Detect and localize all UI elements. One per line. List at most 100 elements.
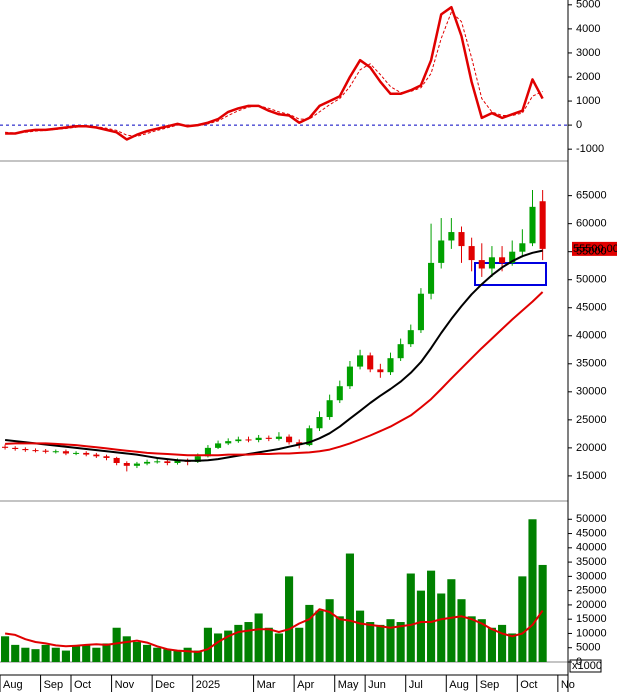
candle-body: [519, 243, 526, 252]
y-tick-label: 50000: [576, 274, 607, 286]
candle-body: [2, 446, 9, 448]
volume-bar: [295, 627, 304, 662]
y-tick-label: 0: [576, 656, 582, 668]
candle-body: [357, 355, 364, 367]
y-tick-label: 35000: [576, 358, 607, 370]
y-tick-label: 20000: [576, 442, 607, 454]
candle-body: [529, 206, 536, 244]
candle-body: [275, 436, 282, 439]
indicator-line: [5, 291, 544, 457]
volume-bar: [356, 610, 365, 662]
candle-body: [428, 262, 435, 294]
y-tick-label: 40000: [576, 542, 607, 554]
candle-body: [103, 456, 110, 458]
x-tick-label: Mar: [257, 679, 276, 691]
volume-bar: [264, 627, 273, 662]
candle-body: [52, 451, 59, 453]
volume-bar: [437, 593, 446, 662]
candle-body: [22, 448, 29, 451]
price-marker-box: [572, 241, 617, 256]
volume-bar: [234, 624, 243, 662]
indicator-line: [5, 11, 543, 137]
candle-body: [154, 461, 161, 463]
x-tick-label: Aug: [3, 679, 23, 691]
y-tick-label: 45000: [576, 527, 607, 539]
candle-body: [468, 246, 475, 261]
volume-bar: [406, 573, 415, 662]
candle-body: [306, 428, 313, 446]
volume-bar: [61, 650, 70, 662]
candle-body: [164, 461, 171, 464]
candle-body: [174, 460, 181, 464]
volume-bar: [508, 633, 517, 662]
y-tick-label: 65000: [576, 190, 607, 202]
volume-bar: [143, 644, 152, 662]
y-tick-label: 25000: [576, 585, 607, 597]
x-tick-label: 2025: [196, 679, 220, 691]
candle-body: [336, 386, 343, 401]
x-tick-label: Nov: [115, 679, 135, 691]
candle-body: [499, 257, 506, 263]
volume-bar: [21, 647, 30, 662]
indicator-line: [5, 5, 544, 141]
candle-body: [83, 452, 90, 455]
price-marker-label: 55500.00: [573, 243, 617, 255]
candle-body: [478, 260, 485, 269]
volume-bar: [528, 519, 537, 662]
candle-body: [346, 366, 353, 387]
candle-body: [377, 369, 384, 373]
candle-body: [12, 447, 19, 449]
candle-body: [225, 441, 232, 444]
volume-bar: [153, 647, 162, 662]
candle-body: [123, 463, 130, 466]
candle-body: [235, 439, 242, 442]
volume-bar: [396, 622, 405, 662]
volume-bar: [72, 646, 81, 662]
y-tick-label: 20000: [576, 599, 607, 611]
volume-bar: [285, 576, 294, 662]
unit-label: x1000: [572, 660, 602, 672]
volume-bar: [193, 650, 202, 662]
candle-body: [509, 251, 516, 263]
volume-bar: [203, 627, 212, 662]
indicator-line: [4, 608, 544, 653]
volume-bar: [254, 613, 263, 662]
x-tick-label: Sep: [44, 679, 64, 691]
y-tick-label: 10000: [576, 627, 607, 639]
volume-bar: [11, 644, 20, 662]
y-tick-label: 15000: [576, 613, 607, 625]
volume-bar: [1, 636, 10, 662]
volume-bar: [244, 622, 253, 662]
volume-bar: [447, 579, 456, 662]
volume-bar: [82, 644, 91, 662]
y-tick-label: -1000: [576, 143, 604, 155]
indicator-line: [4, 249, 543, 462]
volume-bar: [122, 636, 131, 662]
candle-body: [397, 344, 404, 359]
volume-bar: [305, 604, 314, 662]
volume-bar: [427, 570, 436, 662]
volume-bar: [183, 647, 192, 662]
y-tick-label: 15000: [576, 470, 607, 482]
y-tick-label: 3000: [576, 47, 600, 59]
candle-body: [326, 400, 333, 418]
volume-bar: [102, 643, 111, 662]
volume-bar: [538, 564, 547, 662]
candle-body: [73, 452, 80, 454]
volume-bar: [487, 627, 496, 662]
y-tick-label: 0: [576, 119, 582, 131]
candle-body: [286, 436, 293, 443]
volume-bar: [477, 619, 486, 662]
candle-body: [62, 451, 69, 454]
y-tick-label: 60000: [576, 218, 607, 230]
volume-bar: [467, 616, 476, 662]
x-tick-label: Oct: [520, 679, 537, 691]
volume-bar: [41, 644, 50, 662]
volume-bar: [386, 619, 395, 662]
candle-body: [194, 456, 201, 462]
y-tick-label: 30000: [576, 570, 607, 582]
candle-body: [316, 417, 323, 429]
candle-body: [448, 232, 455, 241]
candle-body: [215, 443, 222, 448]
